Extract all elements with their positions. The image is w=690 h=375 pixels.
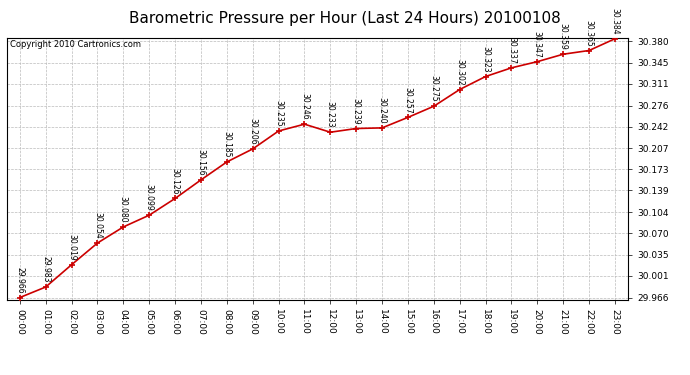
Text: 30.054: 30.054 [93, 212, 102, 239]
Text: 30.359: 30.359 [559, 23, 568, 50]
Text: 30.302: 30.302 [455, 59, 464, 86]
Text: 30.239: 30.239 [352, 98, 361, 124]
Text: 30.337: 30.337 [507, 37, 516, 64]
Text: Copyright 2010 Cartronics.com: Copyright 2010 Cartronics.com [10, 40, 141, 49]
Text: 29.983: 29.983 [41, 256, 50, 283]
Text: 30.080: 30.080 [119, 196, 128, 223]
Text: 30.156: 30.156 [197, 149, 206, 176]
Text: 30.240: 30.240 [377, 97, 386, 124]
Text: 30.384: 30.384 [611, 8, 620, 34]
Text: 30.099: 30.099 [145, 184, 154, 211]
Text: Barometric Pressure per Hour (Last 24 Hours) 20100108: Barometric Pressure per Hour (Last 24 Ho… [129, 11, 561, 26]
Text: 30.185: 30.185 [222, 131, 231, 158]
Text: 30.365: 30.365 [584, 20, 593, 46]
Text: 30.233: 30.233 [326, 101, 335, 128]
Text: 30.275: 30.275 [429, 75, 438, 102]
Text: 30.257: 30.257 [404, 87, 413, 113]
Text: 30.347: 30.347 [533, 31, 542, 57]
Text: 30.126: 30.126 [170, 168, 179, 194]
Text: 30.323: 30.323 [481, 46, 490, 72]
Text: 29.966: 29.966 [15, 267, 24, 293]
Text: 30.019: 30.019 [67, 234, 76, 261]
Text: 30.235: 30.235 [274, 100, 283, 127]
Text: 30.206: 30.206 [248, 118, 257, 145]
Text: 30.246: 30.246 [300, 93, 309, 120]
